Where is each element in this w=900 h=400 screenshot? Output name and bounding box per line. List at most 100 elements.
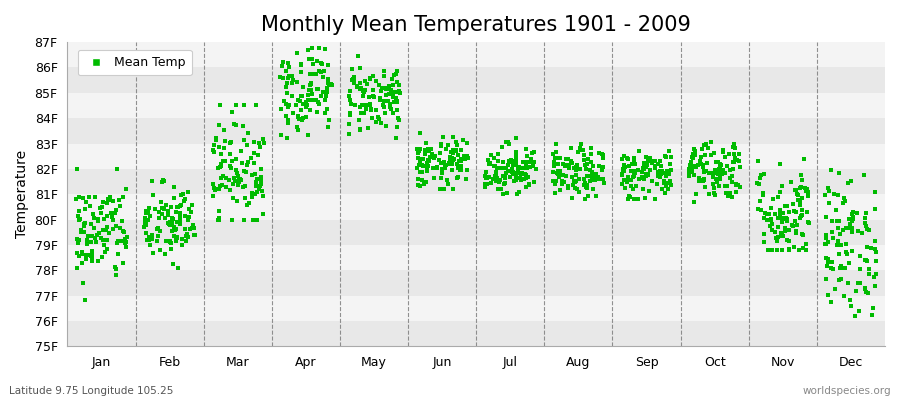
Point xyxy=(175,236,189,242)
Point xyxy=(149,226,164,232)
Point xyxy=(173,210,187,216)
Point xyxy=(715,162,729,168)
Point xyxy=(732,151,746,157)
Point xyxy=(757,239,771,246)
Point xyxy=(453,166,467,173)
Point xyxy=(377,68,392,74)
Point xyxy=(650,181,664,187)
Point xyxy=(799,247,814,253)
Point xyxy=(69,166,84,172)
Point xyxy=(414,156,428,162)
Point xyxy=(580,161,594,167)
Point xyxy=(497,180,511,187)
Point xyxy=(211,165,225,171)
Point xyxy=(647,164,662,171)
Point xyxy=(757,171,771,177)
Point xyxy=(825,266,840,272)
Point xyxy=(212,186,226,192)
Point xyxy=(139,209,153,216)
Point xyxy=(641,172,655,178)
Point xyxy=(247,139,261,145)
Point xyxy=(281,120,295,126)
Point xyxy=(302,82,317,88)
Point xyxy=(684,159,698,165)
Point xyxy=(858,286,872,292)
Point xyxy=(212,216,226,223)
Point xyxy=(422,158,436,164)
Point xyxy=(647,158,662,164)
Point xyxy=(697,141,711,148)
Point xyxy=(311,100,326,107)
Point xyxy=(637,176,652,182)
Point xyxy=(214,161,229,167)
Point xyxy=(842,216,856,222)
Point xyxy=(255,188,269,195)
Point xyxy=(819,214,833,220)
Text: worldspecies.org: worldspecies.org xyxy=(803,386,891,396)
Point xyxy=(79,236,94,243)
Point xyxy=(789,208,804,215)
Point xyxy=(392,115,406,121)
Point xyxy=(213,183,228,189)
Point xyxy=(309,97,323,103)
Point xyxy=(550,155,564,161)
Point xyxy=(256,140,271,147)
Point xyxy=(551,168,565,174)
Point xyxy=(239,169,254,175)
Point xyxy=(433,186,447,192)
Point xyxy=(586,186,600,192)
Point xyxy=(235,160,249,166)
Point xyxy=(88,234,103,241)
Point xyxy=(376,102,391,108)
Point xyxy=(78,206,93,212)
Point xyxy=(861,266,876,272)
Point xyxy=(428,152,443,159)
Point xyxy=(217,127,231,133)
Point xyxy=(829,207,843,213)
Point xyxy=(225,109,239,115)
Point xyxy=(498,174,512,181)
Point xyxy=(166,233,181,240)
Point xyxy=(294,117,309,123)
Point xyxy=(559,172,573,179)
Point xyxy=(636,186,651,192)
Point xyxy=(166,261,180,267)
Point xyxy=(139,221,153,227)
Point xyxy=(213,162,228,169)
Point xyxy=(108,264,122,270)
Point xyxy=(159,238,174,244)
Point xyxy=(97,248,112,255)
Point xyxy=(207,142,221,148)
Point xyxy=(796,156,811,162)
Point xyxy=(165,228,179,234)
Point xyxy=(491,158,505,165)
Point xyxy=(500,165,514,171)
Point xyxy=(578,196,592,202)
Point xyxy=(860,258,874,264)
Point xyxy=(638,153,652,160)
Point xyxy=(428,155,442,162)
Point xyxy=(139,230,153,236)
Point xyxy=(169,235,184,242)
Point xyxy=(159,202,174,208)
Point xyxy=(765,247,779,253)
Point xyxy=(358,106,373,112)
Point xyxy=(832,218,846,224)
Point xyxy=(682,166,697,172)
Point xyxy=(642,156,656,162)
Point xyxy=(821,256,835,262)
Point xyxy=(585,163,599,169)
Point xyxy=(88,239,103,245)
Point xyxy=(234,177,248,184)
Point xyxy=(95,254,110,260)
Point xyxy=(800,209,814,216)
Point xyxy=(209,135,223,141)
Point xyxy=(517,176,531,182)
Point xyxy=(96,216,111,222)
Point xyxy=(595,151,609,158)
Point xyxy=(616,166,631,172)
Point xyxy=(558,163,572,170)
Point xyxy=(497,164,511,171)
Point xyxy=(857,172,871,178)
Point xyxy=(310,86,325,92)
